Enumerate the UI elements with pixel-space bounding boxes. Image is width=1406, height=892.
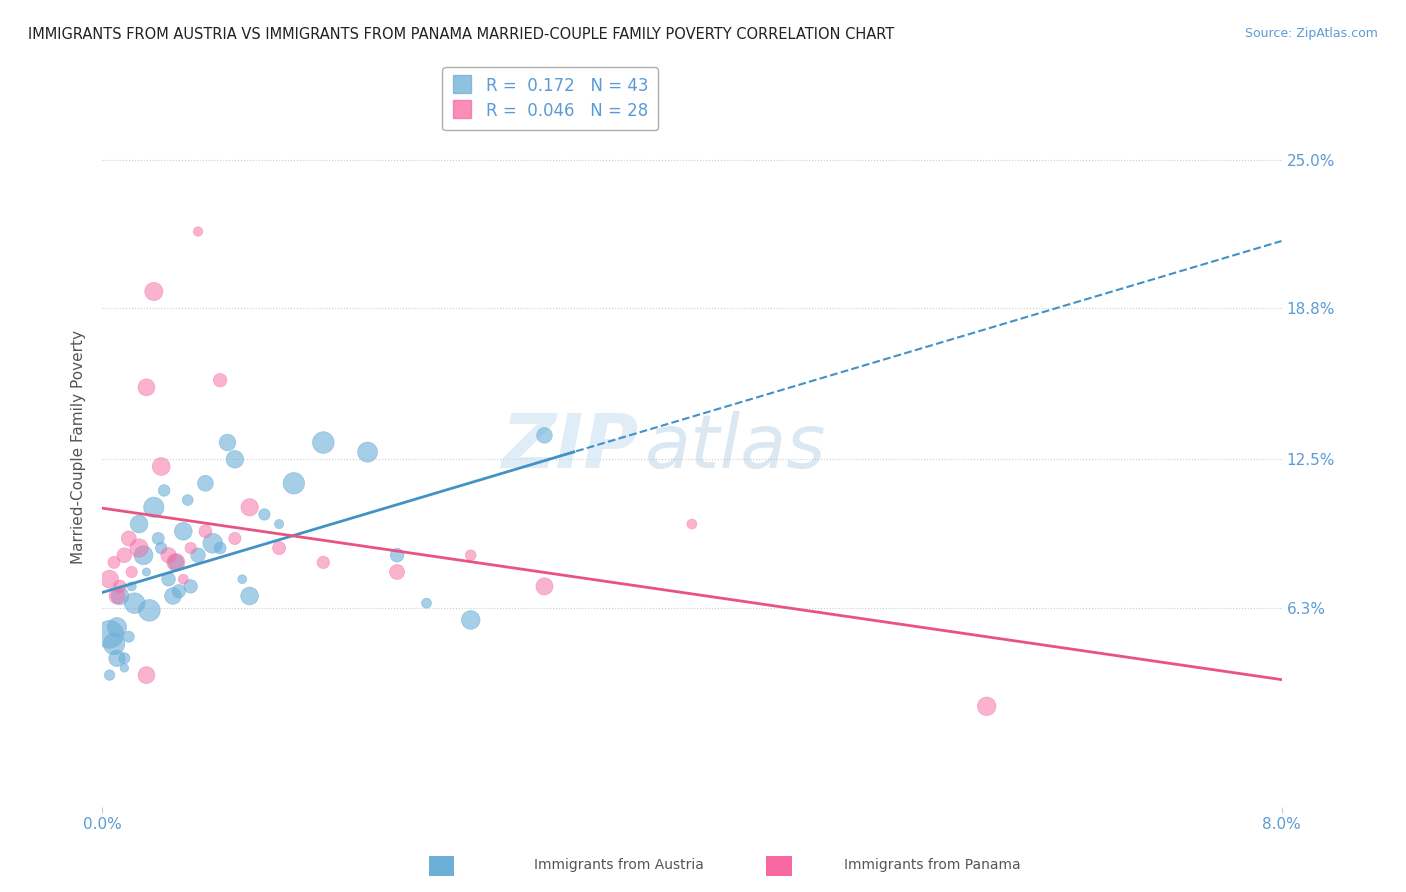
Point: [224, 452, 246, 467]
Point: [118, 630, 141, 644]
Point: [138, 603, 160, 617]
Point: [172, 572, 194, 586]
Point: [533, 428, 555, 442]
Point: [112, 651, 135, 665]
Point: [209, 541, 232, 555]
Point: [194, 476, 217, 491]
Point: [103, 637, 125, 651]
Point: [98, 572, 121, 586]
Text: Immigrants from Panama: Immigrants from Panama: [844, 858, 1021, 872]
Point: [312, 556, 335, 570]
Point: [217, 435, 239, 450]
Point: [172, 524, 194, 539]
Text: Source: ZipAtlas.com: Source: ZipAtlas.com: [1244, 27, 1378, 40]
Point: [201, 536, 224, 550]
Point: [135, 565, 157, 579]
Point: [180, 579, 202, 593]
Point: [162, 589, 184, 603]
Point: [121, 579, 143, 593]
Y-axis label: Married-Couple Family Poverty: Married-Couple Family Poverty: [72, 330, 86, 565]
Point: [108, 589, 131, 603]
Text: ZIP: ZIP: [502, 411, 638, 483]
Point: [165, 556, 187, 570]
Point: [187, 548, 209, 562]
Point: [105, 651, 128, 665]
Point: [209, 373, 232, 387]
Point: [128, 516, 150, 531]
Point: [976, 699, 998, 714]
Point: [142, 285, 165, 299]
Point: [253, 508, 276, 522]
Point: [142, 500, 165, 515]
Point: [105, 620, 128, 634]
Point: [165, 556, 187, 570]
Point: [460, 613, 482, 627]
Point: [239, 500, 262, 515]
Point: [239, 589, 262, 603]
Point: [157, 548, 180, 562]
Point: [231, 572, 253, 586]
Point: [112, 548, 135, 562]
Point: [167, 584, 190, 599]
Point: [132, 548, 155, 562]
Point: [180, 541, 202, 555]
Point: [224, 532, 246, 546]
Text: IMMIGRANTS FROM AUSTRIA VS IMMIGRANTS FROM PANAMA MARRIED-COUPLE FAMILY POVERTY : IMMIGRANTS FROM AUSTRIA VS IMMIGRANTS FR…: [28, 27, 894, 42]
Point: [269, 541, 291, 555]
Legend: R =  0.172   N = 43, R =  0.046   N = 28: R = 0.172 N = 43, R = 0.046 N = 28: [443, 67, 658, 130]
Point: [460, 548, 482, 562]
Point: [283, 476, 305, 491]
Point: [98, 668, 121, 682]
Point: [356, 445, 378, 459]
Point: [135, 668, 157, 682]
Text: atlas: atlas: [645, 411, 827, 483]
Point: [148, 532, 170, 546]
Point: [312, 435, 335, 450]
Point: [150, 459, 173, 474]
Point: [187, 225, 209, 239]
Point: [533, 579, 555, 593]
Point: [385, 548, 408, 562]
Point: [98, 627, 121, 641]
Point: [681, 516, 703, 531]
Point: [124, 596, 146, 610]
Point: [153, 483, 176, 498]
Point: [121, 565, 143, 579]
Point: [128, 541, 150, 555]
Point: [112, 661, 135, 675]
Point: [105, 589, 128, 603]
Point: [194, 524, 217, 539]
Point: [157, 572, 180, 586]
Point: [385, 565, 408, 579]
Point: [103, 556, 125, 570]
Point: [108, 579, 131, 593]
Point: [118, 532, 141, 546]
Point: [415, 596, 437, 610]
Point: [177, 493, 200, 508]
Text: Immigrants from Austria: Immigrants from Austria: [534, 858, 704, 872]
Point: [269, 516, 291, 531]
Point: [150, 541, 173, 555]
Point: [135, 380, 157, 394]
